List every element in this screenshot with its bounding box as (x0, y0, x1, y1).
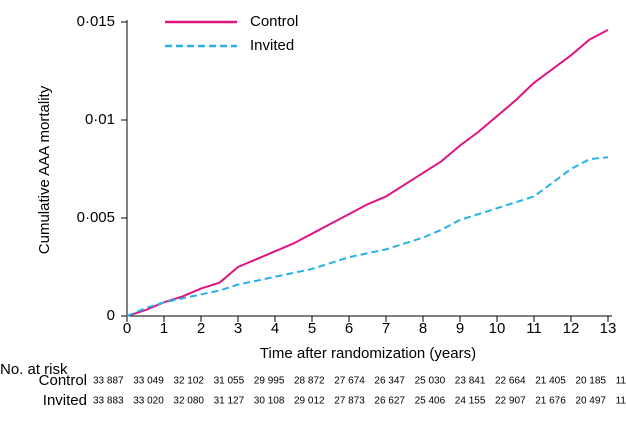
x-tick-label: 3 (234, 320, 242, 337)
risk-value: 32 080 (173, 396, 204, 407)
x-tick-label: 12 (563, 320, 580, 337)
risk-value: 21 405 (535, 376, 566, 387)
x-tick-label: 0 (123, 320, 131, 337)
risk-value: 32 102 (173, 376, 204, 387)
risk-value: 27 674 (334, 376, 365, 387)
x-tick-label: 4 (271, 320, 279, 337)
risk-value: 33 020 (133, 396, 164, 407)
legend-label: Control (250, 13, 298, 30)
risk-value: 29 012 (294, 396, 325, 407)
risk-value: 11 161 (616, 396, 626, 407)
risk-table-title: No. at risk (0, 361, 68, 378)
risk-row-label: Invited (43, 392, 87, 409)
risk-value: 21 676 (535, 396, 566, 407)
legend-label: Invited (250, 37, 294, 54)
y-tick-label: 0·01 (85, 111, 115, 128)
risk-value: 26 627 (374, 396, 405, 407)
risk-value: 33 883 (93, 396, 124, 407)
series-line (126, 156, 609, 317)
x-tick-label: 8 (419, 320, 427, 337)
risk-value: 26 347 (374, 376, 405, 387)
y-tick-label: 0·015 (77, 13, 115, 30)
x-tick-label: 5 (308, 320, 316, 337)
risk-value: 20 497 (575, 396, 606, 407)
risk-value: 22 907 (495, 396, 526, 407)
risk-value: 29 995 (254, 376, 285, 387)
risk-value: 30 108 (254, 396, 285, 407)
risk-value: 11 015 (616, 376, 626, 387)
risk-value: 31 055 (214, 376, 245, 387)
risk-value: 33 049 (133, 376, 164, 387)
x-tick-label: 13 (600, 320, 617, 337)
risk-row-label: Control (39, 372, 87, 389)
risk-value: 20 185 (575, 376, 606, 387)
x-tick-label: 9 (456, 320, 464, 337)
risk-value: 25 406 (415, 396, 446, 407)
risk-value: 33 887 (93, 376, 124, 387)
risk-value: 28 872 (294, 376, 325, 387)
x-tick-label: 11 (526, 320, 542, 337)
x-tick-label: 7 (382, 320, 390, 337)
risk-value: 23 841 (455, 376, 486, 387)
x-tick-label: 10 (489, 320, 506, 337)
y-tick-label: 0·005 (77, 209, 115, 226)
risk-value: 22 664 (495, 376, 526, 387)
risk-value: 31 127 (214, 396, 245, 407)
x-tick-label: 1 (160, 320, 168, 337)
risk-value: 24 155 (455, 396, 486, 407)
risk-value: 25 030 (415, 376, 446, 387)
series-line (126, 28, 609, 317)
y-axis-title: Cumulative AAA mortality (36, 85, 53, 254)
y-tick-label: 0 (107, 307, 115, 324)
x-tick-label: 2 (197, 320, 205, 337)
x-tick-label: 6 (345, 320, 353, 337)
x-axis-title: Time after randomization (years) (260, 345, 476, 362)
risk-value: 27 873 (334, 396, 365, 407)
